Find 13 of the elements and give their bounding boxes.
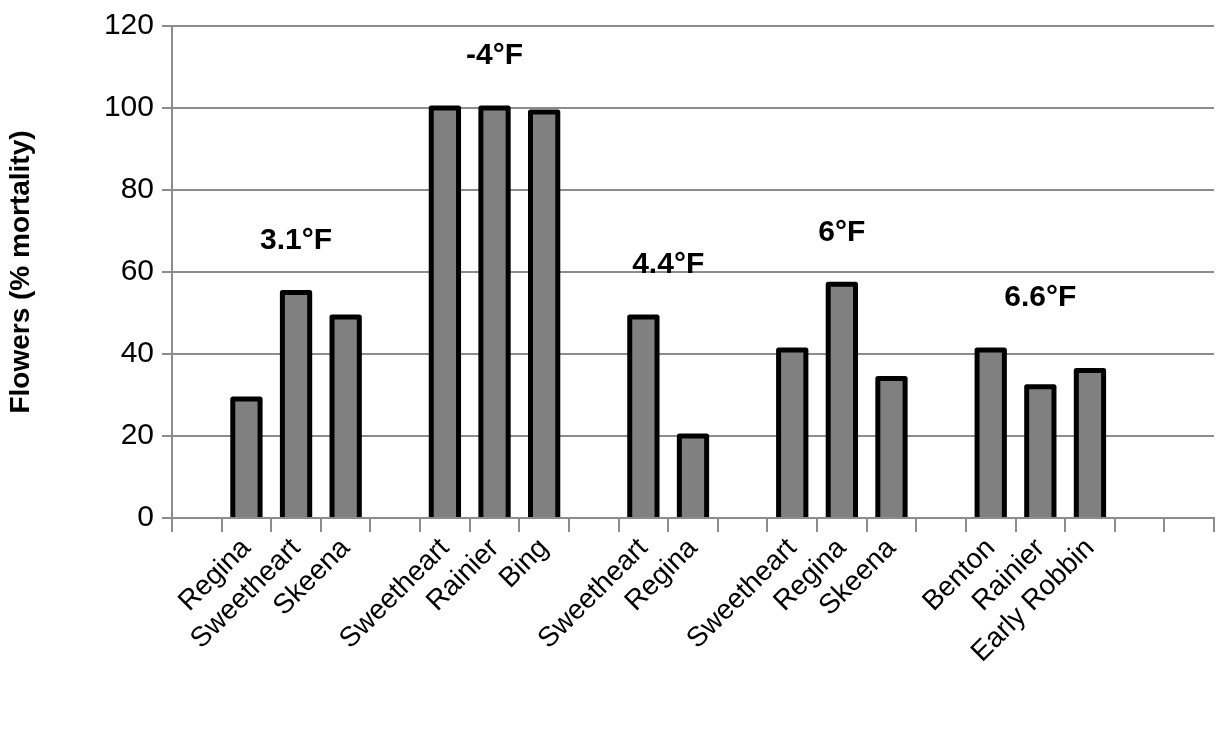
y-tick-label: 100: [103, 89, 154, 123]
y-axis-title: Flowers (% mortality): [3, 130, 35, 414]
y-tick-label: 0: [137, 499, 154, 533]
annotation: 3.1°F: [260, 221, 333, 255]
y-tick-label: 40: [120, 335, 154, 369]
y-tick-label: 120: [103, 7, 154, 41]
annotation: 6°F: [818, 213, 866, 247]
annotation: 6.6°F: [1004, 279, 1077, 313]
y-tick-label: 80: [120, 171, 154, 205]
annotation: 4.4°F: [632, 246, 705, 280]
y-tick-label: 60: [120, 253, 154, 287]
y-tick-label: 20: [120, 417, 154, 451]
annotation: -4°F: [466, 37, 524, 71]
